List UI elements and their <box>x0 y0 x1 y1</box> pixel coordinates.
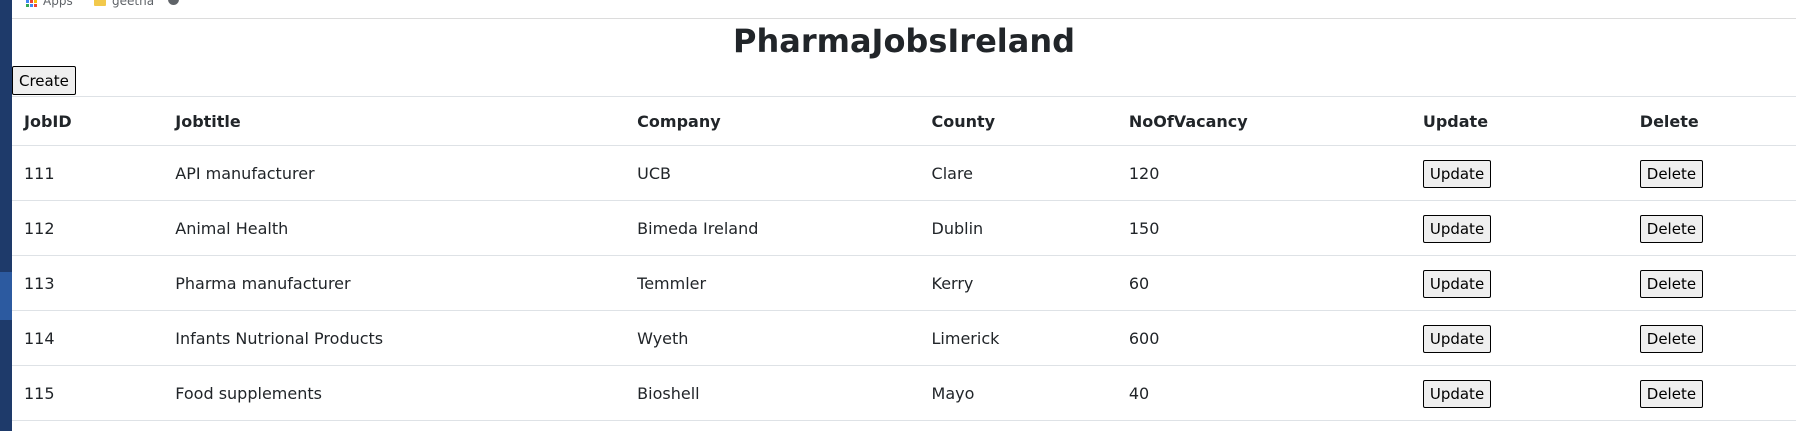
cell-update: Update <box>1411 366 1628 421</box>
delete-button[interactable]: Delete <box>1639 325 1704 353</box>
header-county: County <box>931 111 996 131</box>
cell-county: Mayo <box>931 383 975 403</box>
header-jobtitle: Jobtitle <box>175 111 241 131</box>
table-row: 113 Pharma manufacturer Temmler Kerry 60… <box>12 256 1796 311</box>
cell-company: Bioshell <box>637 383 700 403</box>
create-button[interactable]: Create <box>12 66 76 95</box>
bookmark-globe[interactable] <box>168 0 179 5</box>
cell-jobid: 115 <box>24 383 55 403</box>
update-button[interactable]: Update <box>1422 270 1492 298</box>
delete-button[interactable]: Delete <box>1639 160 1704 188</box>
cell-jobid: 112 <box>24 218 55 238</box>
delete-button[interactable]: Delete <box>1639 380 1704 408</box>
apps-dot <box>30 3 33 7</box>
header-vacancy: NoOfVacancy <box>1128 111 1248 131</box>
cell-vacancy: 120 <box>1128 163 1160 183</box>
header-delete: Delete <box>1639 111 1699 131</box>
table-row: 114 Infants Nutrional Products Wyeth Lim… <box>12 311 1796 366</box>
apps-dot <box>34 0 37 3</box>
cell-county: Clare <box>931 163 974 183</box>
header-company: Company <box>637 111 721 131</box>
cell-update: Update <box>1411 201 1628 256</box>
cell-vacancy: 40 <box>1128 383 1150 403</box>
cell-jobtitle: Animal Health <box>175 218 289 238</box>
bookmarks-bar: Apps geetha <box>12 0 1796 19</box>
cell-jobid: 113 <box>24 273 55 293</box>
cell-company: Bimeda Ireland <box>637 218 759 238</box>
cell-county: Limerick <box>931 328 1000 348</box>
update-button[interactable]: Update <box>1422 380 1492 408</box>
update-button[interactable]: Update <box>1422 160 1492 188</box>
bookmark-folder-label: geetha <box>112 0 155 8</box>
cell-delete: Delete <box>1628 366 1796 421</box>
cell-jobid: 114 <box>24 328 55 348</box>
cell-jobtitle: Food supplements <box>175 383 322 403</box>
cell-jobtitle: Infants Nutrional Products <box>175 328 384 348</box>
apps-dot <box>26 3 29 7</box>
cell-county: Kerry <box>931 273 974 293</box>
cell-delete: Delete <box>1628 201 1796 256</box>
cell-delete: Delete <box>1628 311 1796 366</box>
cell-delete: Delete <box>1628 256 1796 311</box>
table-row: 111 API manufacturer UCB Clare 120 Updat… <box>12 146 1796 201</box>
cell-vacancy: 150 <box>1128 218 1160 238</box>
table-row: 112 Animal Health Bimeda Ireland Dublin … <box>12 201 1796 256</box>
cell-jobid: 111 <box>24 163 55 183</box>
cell-jobtitle: API manufacturer <box>175 163 315 183</box>
update-button[interactable]: Update <box>1422 215 1492 243</box>
table-header-row: JobID Jobtitle Company County NoOfVacanc… <box>12 96 1796 146</box>
cell-update: Update <box>1411 256 1628 311</box>
cell-company: UCB <box>637 163 672 183</box>
cell-update: Update <box>1411 146 1628 201</box>
header-jobid: JobID <box>24 111 72 131</box>
bookmark-apps[interactable]: Apps <box>26 0 73 8</box>
window-left-edge <box>0 0 12 431</box>
cell-delete: Delete <box>1628 146 1796 201</box>
delete-button[interactable]: Delete <box>1639 215 1704 243</box>
cell-county: Dublin <box>931 218 984 238</box>
cell-jobtitle: Pharma manufacturer <box>175 273 351 293</box>
table-row: 115 Food supplements Bioshell Mayo 40 Up… <box>12 366 1796 421</box>
header-update: Update <box>1422 111 1489 131</box>
window-left-edge-accent <box>0 272 12 320</box>
main-content: PharmaJobsIreland Create JobID Jobtitle … <box>12 19 1796 421</box>
update-button[interactable]: Update <box>1422 325 1492 353</box>
delete-button[interactable]: Delete <box>1639 270 1704 298</box>
apps-dot <box>30 0 33 3</box>
apps-grid-icon <box>26 0 37 7</box>
cell-update: Update <box>1411 311 1628 366</box>
apps-dot <box>26 0 29 3</box>
cell-vacancy: 60 <box>1128 273 1150 293</box>
cell-company: Wyeth <box>637 328 689 348</box>
apps-dot <box>34 3 37 7</box>
cell-company: Temmler <box>637 273 707 293</box>
globe-icon <box>168 0 179 5</box>
page-title: PharmaJobsIreland <box>732 22 1076 60</box>
bookmark-apps-label: Apps <box>43 0 73 8</box>
cell-vacancy: 600 <box>1128 328 1160 348</box>
bookmark-folder-geetha[interactable]: geetha <box>94 0 154 8</box>
jobs-table: JobID Jobtitle Company County NoOfVacanc… <box>12 96 1796 421</box>
folder-icon <box>94 0 106 6</box>
